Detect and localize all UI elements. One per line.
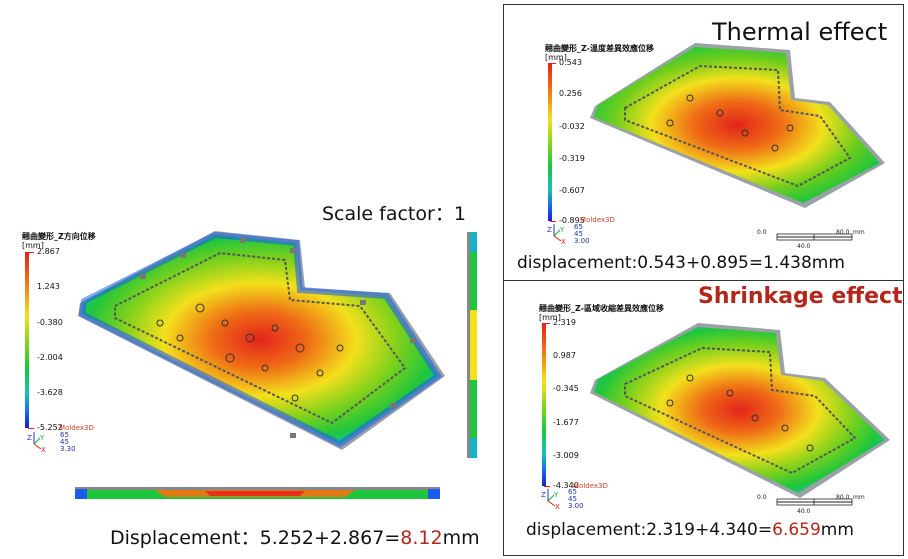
displacement-label: Displacement：5.252+2.867= [110, 527, 401, 549]
view-angle-a: 65 [60, 431, 69, 439]
plot-title: 翹曲變形_Z方向位移 [22, 232, 96, 241]
effect-title: Shrinkage effect [698, 284, 903, 309]
legend-tick: 0.543 [550, 58, 582, 67]
bottom-view-plot [75, 482, 440, 508]
displacement-label: displacement:2.319+4.340= [526, 520, 773, 540]
legend-tick: -3.628 [37, 388, 63, 397]
plot-title: 翹曲變形_Z-區域收縮差異效應位移 [539, 304, 664, 313]
legend-tick: 0.987 [553, 351, 576, 360]
unit-label: [mm] [545, 53, 567, 62]
displacement-unit: mm [820, 520, 854, 540]
warpage-contour-plot [580, 318, 895, 502]
warpage-contour-plot [60, 228, 460, 472]
moldex-logo: Moldex3D [580, 216, 615, 224]
axis-triad-icon: Z Y X [26, 430, 54, 458]
svg-text:X: X [41, 446, 46, 454]
legend-tick: -1.677 [553, 418, 579, 427]
plot-title: 翹曲變形_Z-溫度差異效應位移 [545, 44, 654, 53]
legend-tick: 2.319 [544, 318, 576, 327]
scale-unit: mm [853, 494, 865, 501]
scale-min: 0.0 [757, 229, 767, 236]
displacement-value: 6.659 [772, 520, 821, 540]
legend-tick: -0.319 [559, 154, 585, 163]
svg-text:X: X [555, 503, 560, 511]
displacement-value: 8.12 [400, 527, 443, 549]
displacement-caption: displacement:0.543+0.895=1.438mm [517, 253, 845, 273]
view-zoom: 3.00 [568, 502, 584, 510]
legend-tick: -3.009 [553, 451, 579, 460]
legend-tick: 0.256 [559, 89, 582, 98]
axis-triad-icon: Z Y X [546, 222, 574, 250]
view-angle-b: 45 [574, 230, 583, 238]
legend-tick: -0.607 [559, 186, 585, 195]
view-angle-b: 45 [568, 495, 577, 503]
legend-tick: -0.895 [550, 216, 585, 225]
total-displacement-caption: Displacement：5.252+2.867=8.12mm [110, 523, 480, 550]
scale-mid: 40.0 [797, 243, 811, 250]
scale-bar [757, 229, 857, 251]
view-angle-a: 65 [568, 488, 577, 496]
moldex-logo: Moldex3D [573, 482, 608, 490]
moldex-logo: Moldex3D [59, 424, 94, 432]
svg-text:Y: Y [553, 491, 559, 499]
legend-tick: -5.252 [28, 423, 63, 432]
legend-tick: -4.340 [544, 481, 579, 490]
view-zoom: 3.00 [574, 237, 590, 245]
scale-bar [757, 494, 857, 516]
scale-max: 80.0 [836, 229, 850, 236]
legend-tick: -2.004 [37, 353, 63, 362]
view-angle-a: 65 [574, 223, 583, 231]
view-angle-b: 45 [60, 438, 69, 446]
svg-text:Z: Z [547, 226, 552, 234]
side-view-plot [463, 230, 483, 464]
legend-tick: -0.380 [37, 318, 63, 327]
axis-triad-icon: Z Y X [540, 487, 568, 515]
legend-tick: -0.345 [553, 384, 579, 393]
svg-text:Z: Z [27, 434, 32, 442]
color-legend-bar [25, 252, 29, 428]
view-zoom: 3.30 [60, 445, 76, 453]
color-legend-bar [548, 63, 552, 221]
scale-unit: mm [853, 229, 865, 236]
legend-tick: 2.867 [28, 247, 60, 256]
svg-text:Z: Z [541, 491, 546, 499]
color-legend-bar [542, 323, 546, 486]
displacement-caption: displacement:2.319+4.340=6.659mm [526, 520, 854, 540]
svg-text:X: X [561, 238, 566, 246]
unit-label: [mm] [539, 313, 561, 322]
scale-max: 80.0 [836, 494, 850, 501]
legend-tick: -0.032 [559, 122, 585, 131]
warpage-contour-plot [580, 38, 895, 217]
displacement-unit: mm [442, 527, 480, 549]
svg-text:Y: Y [39, 434, 45, 442]
unit-label: [mm] [22, 241, 44, 250]
scale-factor-label: Scale factor：1 [322, 203, 466, 225]
scale-min: 0.0 [757, 494, 767, 501]
legend-tick: 1.243 [37, 282, 60, 291]
svg-text:Y: Y [559, 226, 565, 234]
scale-mid: 40.0 [797, 508, 811, 515]
effect-title: Thermal effect [712, 18, 888, 46]
